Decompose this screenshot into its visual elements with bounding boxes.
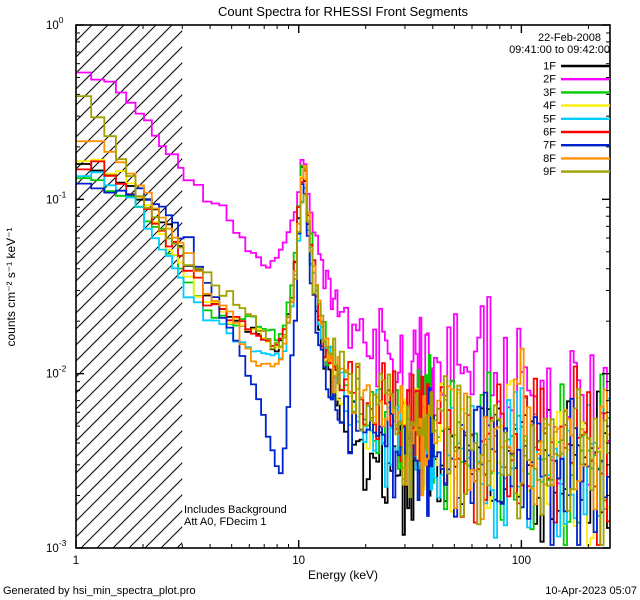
legend-label-2F: 2F [543,74,556,86]
spectra-series-group [76,71,610,546]
legend-label-1F: 1F [543,61,556,73]
x-tick-label: 10 [292,555,305,567]
footer-datetime: 10-Apr-2023 05:07 [545,585,637,597]
legend-label-9F: 9F [543,166,556,178]
footer-generator: Generated by hsi_min_spectra_plot.pro [3,585,196,597]
y-tick-label: 10-1 [46,189,67,206]
legend-label-7F: 7F [543,140,556,152]
y-tick-label: 10-3 [46,538,67,555]
legend-label-8F: 8F [543,153,556,165]
observation-date: 22-Feb-2008 [538,32,601,44]
legend-label-5F: 5F [543,113,556,125]
y-axis-label: counts cm⁻² s⁻¹ keV⁻¹ [4,227,18,346]
chart-title: Count Spectra for RHESSI Front Segments [218,4,468,19]
x-axis-label: Energy (keV) [308,568,378,582]
legend-label-6F: 6F [543,127,556,139]
note-attenuator-state: Att A0, FDecim 1 [184,516,267,528]
x-tick-label: 100 [512,555,531,567]
x-tick-label: 1 [73,555,79,567]
legend-label-4F: 4F [543,100,556,112]
hatched-exclusion-region [76,25,183,548]
series-8F [76,140,610,521]
series-9F [76,95,610,546]
time-range: 09:41:00 to 09:42:00 [509,44,610,56]
y-tick-label: 100 [46,15,64,32]
legend-label-3F: 3F [543,87,556,99]
plot-border [75,24,611,549]
note-includes-background: Includes Background [184,504,287,516]
y-tick-label: 10-2 [46,364,67,381]
